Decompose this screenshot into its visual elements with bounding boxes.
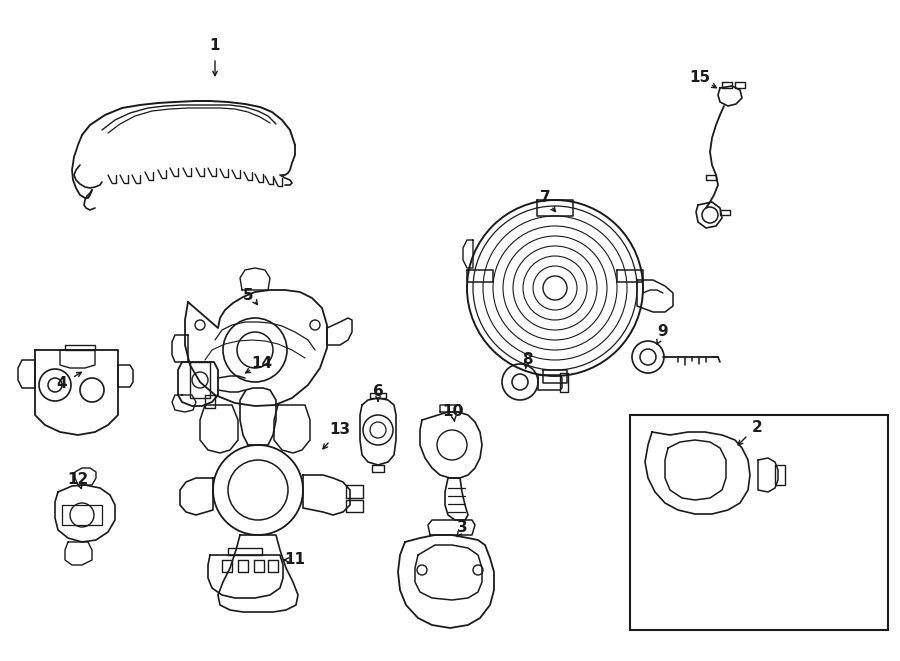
Text: 14: 14 xyxy=(251,356,273,371)
Text: 7: 7 xyxy=(540,190,550,206)
Bar xyxy=(630,415,888,630)
Text: 5: 5 xyxy=(243,288,253,303)
Text: 4: 4 xyxy=(57,375,68,391)
Text: 15: 15 xyxy=(689,71,711,85)
Text: 3: 3 xyxy=(456,520,467,535)
Text: 1: 1 xyxy=(210,38,220,52)
Text: 13: 13 xyxy=(329,422,351,438)
Text: 6: 6 xyxy=(373,385,383,399)
Text: 12: 12 xyxy=(68,473,88,488)
Text: 2: 2 xyxy=(752,420,762,436)
Text: 11: 11 xyxy=(284,553,305,568)
Text: 10: 10 xyxy=(443,405,464,420)
Text: 8: 8 xyxy=(522,352,532,368)
Text: 9: 9 xyxy=(658,325,669,340)
